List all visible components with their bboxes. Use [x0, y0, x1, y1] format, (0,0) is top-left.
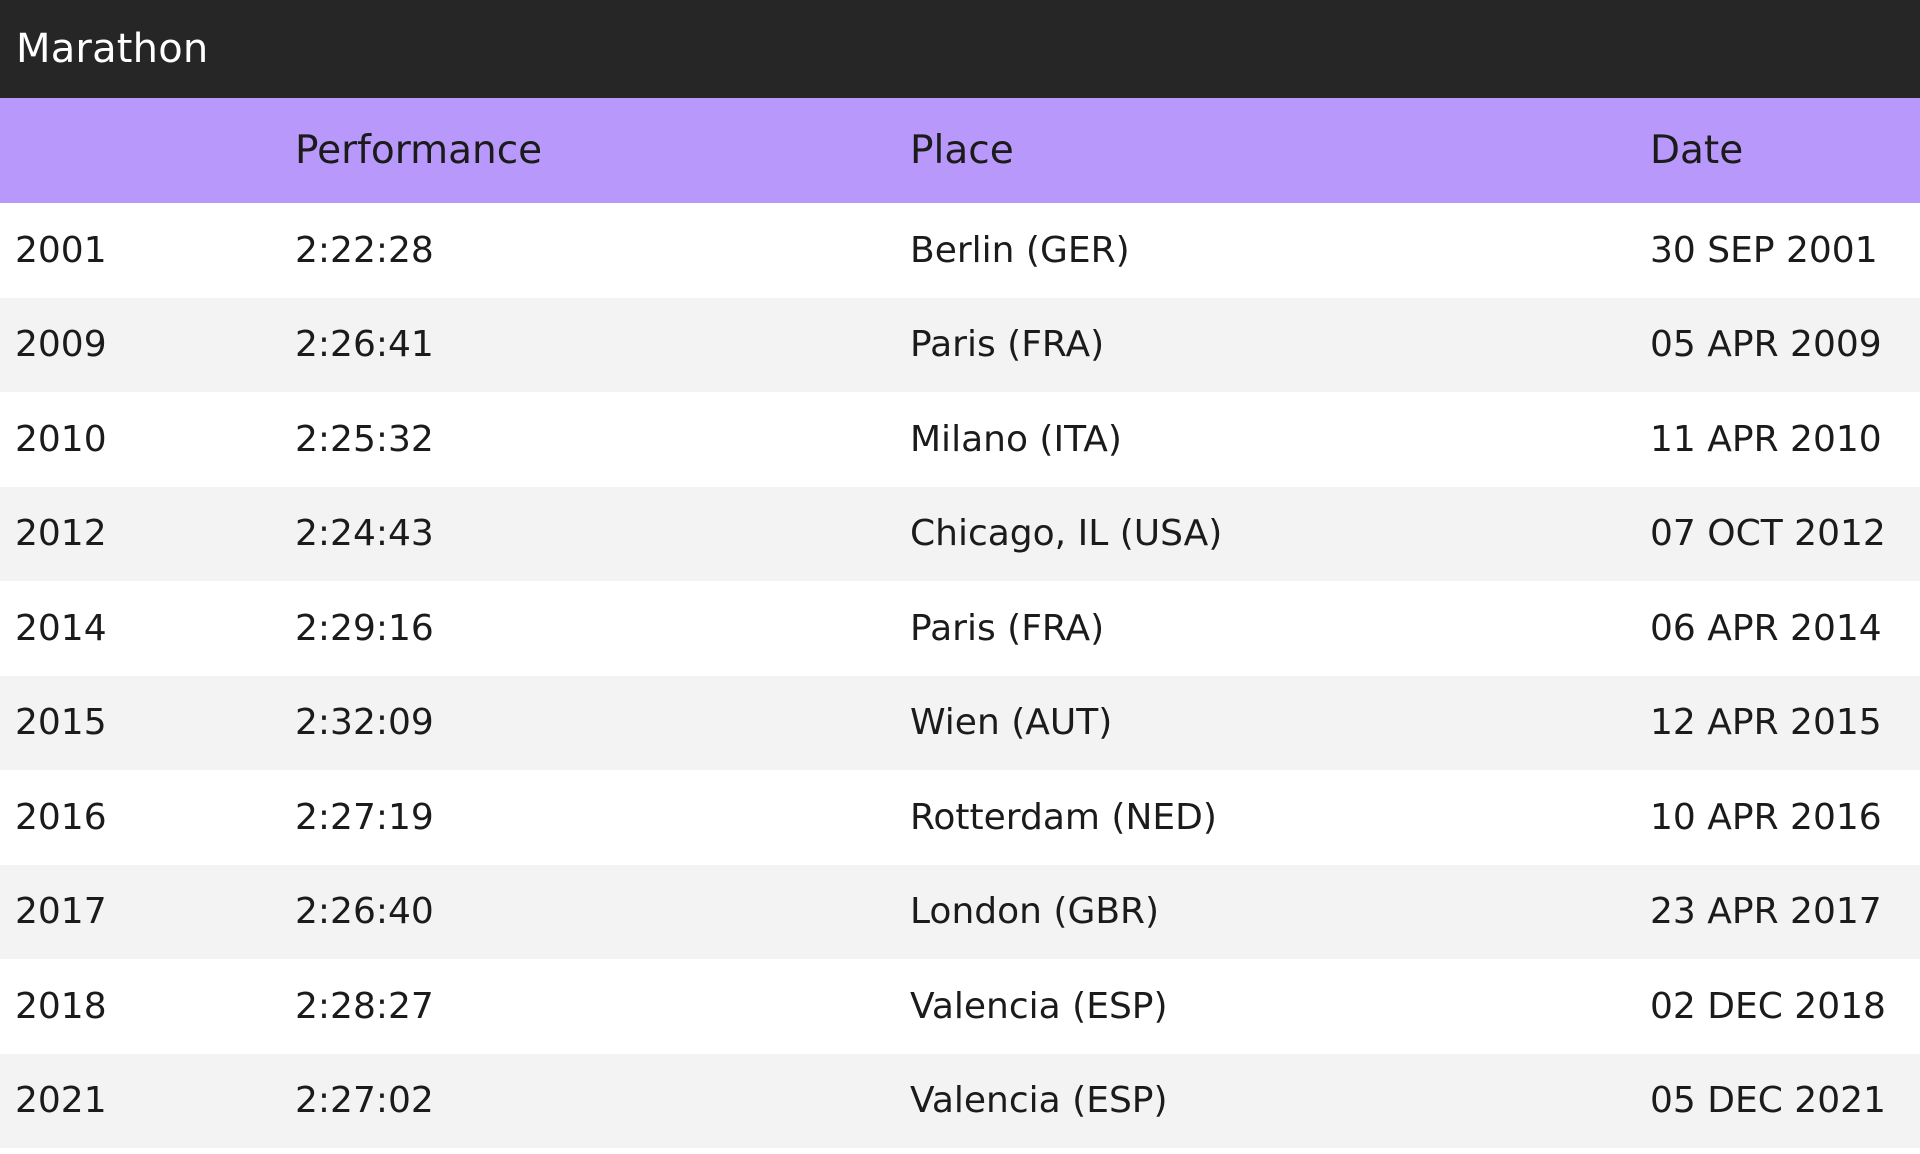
- table-row: 2014 2:29:16 Paris (FRA) 06 APR 2014: [0, 581, 1920, 676]
- table-header: Performance Place Date: [0, 98, 1920, 203]
- column-header-place: Place: [910, 128, 1014, 173]
- year-cell: 2018: [15, 985, 107, 1027]
- year-cell: 2001: [15, 229, 107, 271]
- table-row: 2010 2:25:32 Milano (ITA) 11 APR 2010: [0, 392, 1920, 487]
- year-cell: 2009: [15, 324, 107, 366]
- table-row: 2001 2:22:28 Berlin (GER) 30 SEP 2001: [0, 203, 1920, 298]
- table-row: 2009 2:26:41 Paris (FRA) 05 APR 2009: [0, 297, 1920, 392]
- table-row: 2017 2:26:40 London (GBR) 23 APR 2017: [0, 864, 1920, 959]
- date-cell: 06 APR 2014: [1650, 607, 1882, 649]
- place-cell: Valencia (ESP): [910, 985, 1168, 1027]
- date-cell: 02 DEC 2018: [1650, 985, 1886, 1027]
- place-cell: Wien (AUT): [910, 702, 1113, 744]
- year-cell: 2014: [15, 607, 107, 649]
- place-cell: Paris (FRA): [910, 607, 1105, 649]
- place-cell: London (GBR): [910, 891, 1160, 933]
- performance-cell: 2:25:32: [295, 418, 434, 460]
- table-row: 2016 2:27:19 Rotterdam (NED) 10 APR 2016: [0, 770, 1920, 865]
- place-cell: Milano (ITA): [910, 418, 1122, 460]
- place-cell: Paris (FRA): [910, 324, 1105, 366]
- performance-cell: 2:24:43: [295, 513, 434, 555]
- year-cell: 2021: [15, 1080, 107, 1122]
- column-header-performance: Performance: [295, 128, 543, 173]
- year-cell: 2012: [15, 513, 107, 555]
- performance-cell: 2:28:27: [295, 985, 434, 1027]
- results-table: Performance Place Date 2001 2:22:28 Berl…: [0, 98, 1920, 1148]
- date-cell: 12 APR 2015: [1650, 702, 1882, 744]
- performance-cell: 2:26:40: [295, 891, 434, 933]
- performance-cell: 2:27:19: [295, 796, 434, 838]
- date-cell: 05 DEC 2021: [1650, 1080, 1886, 1122]
- table-row: 2018 2:28:27 Valencia (ESP) 02 DEC 2018: [0, 959, 1920, 1054]
- place-cell: Valencia (ESP): [910, 1080, 1168, 1122]
- table-row: 2015 2:32:09 Wien (AUT) 12 APR 2015: [0, 675, 1920, 770]
- title-bar: Marathon: [0, 0, 1920, 98]
- date-cell: 23 APR 2017: [1650, 891, 1882, 933]
- year-cell: 2010: [15, 418, 107, 460]
- performance-cell: 2:26:41: [295, 324, 434, 366]
- date-cell: 10 APR 2016: [1650, 796, 1882, 838]
- table-body: 2001 2:22:28 Berlin (GER) 30 SEP 2001 20…: [0, 203, 1920, 1148]
- performance-cell: 2:32:09: [295, 702, 434, 744]
- performance-cell: 2:22:28: [295, 229, 434, 271]
- table-row: 2021 2:27:02 Valencia (ESP) 05 DEC 2021: [0, 1053, 1920, 1148]
- performance-cell: 2:29:16: [295, 607, 434, 649]
- place-cell: Berlin (GER): [910, 229, 1130, 271]
- date-cell: 30 SEP 2001: [1650, 229, 1878, 271]
- year-cell: 2017: [15, 891, 107, 933]
- place-cell: Chicago, IL (USA): [910, 513, 1223, 555]
- table-row: 2012 2:24:43 Chicago, IL (USA) 07 OCT 20…: [0, 486, 1920, 581]
- year-cell: 2016: [15, 796, 107, 838]
- column-header-date: Date: [1650, 128, 1744, 173]
- performance-cell: 2:27:02: [295, 1080, 434, 1122]
- date-cell: 07 OCT 2012: [1650, 513, 1886, 555]
- column-header-year: [0, 98, 295, 203]
- place-cell: Rotterdam (NED): [910, 796, 1217, 838]
- date-cell: 11 APR 2010: [1650, 418, 1882, 460]
- year-cell: 2015: [15, 702, 107, 744]
- event-title: Marathon: [16, 26, 209, 72]
- date-cell: 05 APR 2009: [1650, 324, 1882, 366]
- header-row: Performance Place Date: [0, 98, 1920, 203]
